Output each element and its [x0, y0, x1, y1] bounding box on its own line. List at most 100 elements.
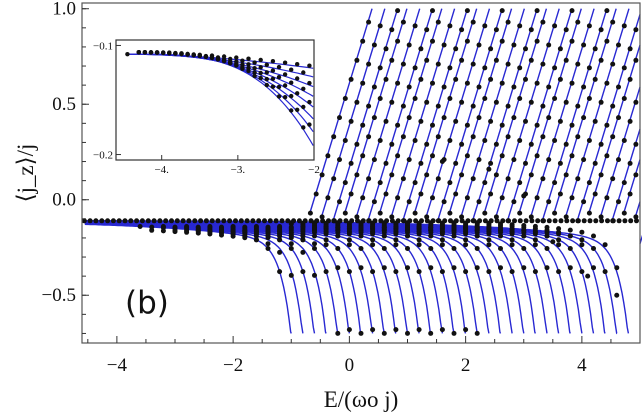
simulation-dot	[528, 172, 534, 178]
simulation-dot	[532, 269, 538, 275]
simulation-dot	[383, 160, 389, 166]
simulation-dot	[393, 224, 399, 229]
simulation-dot	[486, 242, 492, 248]
simulation-dot	[546, 157, 552, 163]
simulation-dot	[463, 269, 469, 275]
simulation-dot	[192, 218, 198, 224]
inset-simulation-dot	[185, 51, 190, 57]
simulation-dot	[430, 80, 435, 86]
simulation-dot	[567, 265, 573, 271]
simulation-dot	[288, 272, 294, 278]
simulation-dot	[493, 214, 499, 220]
simulation-dot	[488, 160, 494, 166]
simulation-dot	[435, 103, 441, 109]
y-axis-title: ⟨j_z⟩/j	[13, 144, 38, 203]
simulation-dot	[598, 141, 604, 147]
simulation-dot	[579, 269, 585, 275]
simulation-dot	[354, 99, 360, 105]
simulation-dot	[439, 159, 445, 165]
model-line-upper	[367, 8, 434, 221]
simulation-dot	[616, 199, 621, 205]
simulation-dot	[493, 27, 499, 33]
simulation-dot	[517, 180, 523, 186]
simulation-dot	[342, 138, 348, 143]
simulation-dot	[633, 57, 639, 63]
simulation-dot	[265, 241, 271, 247]
simulation-dot	[412, 180, 418, 186]
inset-simulation-dot	[264, 62, 269, 67]
simulation-dot	[451, 246, 457, 251]
simulation-dot	[581, 115, 587, 121]
simulation-dot	[581, 199, 587, 205]
simulation-dot	[616, 157, 621, 163]
simulation-dot	[393, 237, 399, 243]
simulation-dot	[360, 195, 366, 201]
simulation-dot	[627, 76, 633, 82]
simulation-dot	[439, 269, 445, 275]
simulation-dot	[621, 96, 627, 101]
simulation-dot	[139, 218, 145, 224]
simulation-dot	[509, 226, 515, 232]
simulation-dot	[505, 19, 511, 25]
simulation-dot	[563, 57, 569, 63]
simulation-dot	[242, 227, 248, 233]
simulation-dot	[447, 96, 453, 101]
simulation-dot	[552, 218, 558, 224]
simulation-dot	[406, 199, 412, 205]
simulation-dot	[627, 118, 633, 124]
simulation-dot	[482, 138, 488, 143]
simulation-dot	[430, 38, 435, 44]
simulation-dot	[459, 172, 465, 178]
simulation-dot	[325, 153, 331, 159]
inset-simulation-dot	[276, 64, 282, 70]
simulation-dot	[381, 246, 387, 251]
inset-simulation-dot	[252, 60, 257, 65]
simulation-dot	[442, 218, 448, 224]
simulation-dot	[221, 218, 227, 224]
simulation-dot	[430, 218, 436, 224]
simulation-dot	[348, 160, 354, 166]
inset-simulation-dot	[215, 57, 221, 62]
simulation-dot	[430, 8, 435, 14]
simulation-dot	[300, 269, 306, 275]
simulation-dot	[488, 46, 494, 52]
simulation-dot	[534, 122, 540, 128]
simulation-dot	[215, 218, 221, 224]
simulation-dot	[400, 19, 406, 25]
simulation-dot	[265, 246, 271, 251]
simulation-dot	[605, 218, 610, 224]
simulation-dot	[370, 242, 376, 248]
simulation-dot	[570, 218, 576, 224]
simulation-dot	[395, 153, 401, 159]
simulation-dot	[470, 19, 476, 25]
simulation-dot	[604, 38, 610, 44]
inset-simulation-dot	[289, 108, 294, 113]
simulation-dot	[441, 199, 447, 205]
simulation-dot	[505, 61, 511, 67]
simulation-dot	[323, 224, 329, 229]
simulation-dot	[300, 249, 306, 255]
simulation-dot	[435, 176, 441, 182]
simulation-dot	[474, 233, 480, 239]
simulation-dot	[395, 80, 401, 86]
simulation-dot	[277, 269, 283, 275]
main-plot-frame	[81, 2, 641, 344]
simulation-dot	[592, 118, 598, 124]
simulation-dot	[180, 218, 186, 224]
simulation-dot	[366, 134, 372, 140]
simulation-dot	[157, 218, 163, 224]
simulation-dot	[325, 195, 331, 201]
simulation-dot	[471, 218, 477, 224]
simulation-dot	[393, 242, 399, 248]
simulation-dot	[476, 84, 482, 90]
simulation-dot	[598, 57, 604, 63]
simulation-dot	[288, 246, 294, 251]
inset-simulation-dot	[148, 50, 154, 55]
simulation-dot	[412, 138, 418, 143]
model-line-upper	[332, 8, 399, 221]
simulation-dot	[277, 224, 283, 229]
simulation-dot	[137, 224, 143, 229]
simulation-dot	[358, 224, 364, 230]
simulation-dot	[509, 222, 515, 228]
simulation-dot	[447, 138, 453, 143]
